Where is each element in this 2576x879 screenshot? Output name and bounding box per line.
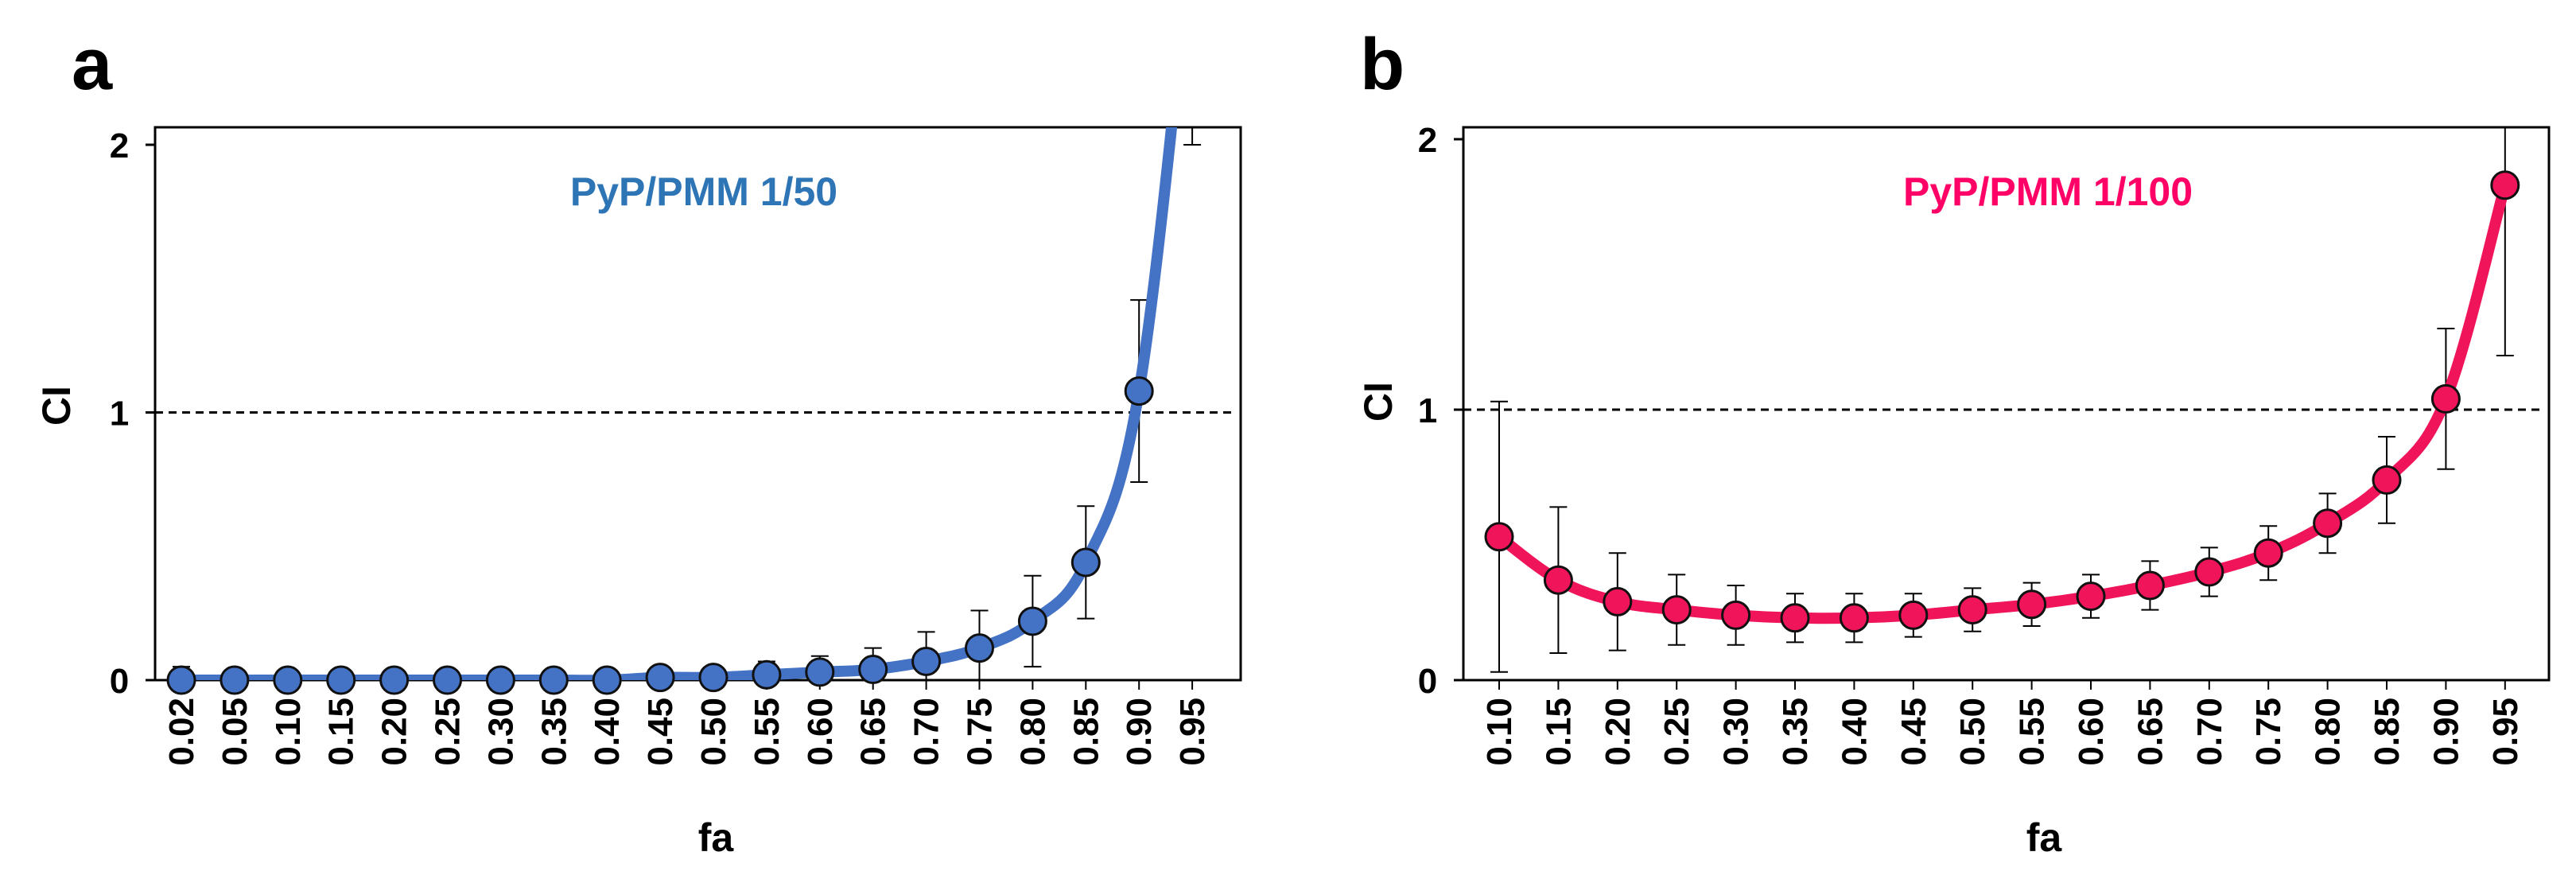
data-point-a xyxy=(485,665,515,695)
x-tick-label-a: 0.70 xyxy=(907,698,946,766)
x-axis-label-a: fa xyxy=(698,815,735,860)
data-point-a xyxy=(379,665,410,695)
data-point-a xyxy=(645,663,675,693)
x-tick-label-b: 0.15 xyxy=(1539,698,1578,766)
x-tick-label-b: 0.95 xyxy=(2486,698,2525,766)
data-point-a xyxy=(166,665,196,695)
data-point-a xyxy=(911,646,942,676)
y-tick-label-a: 1 xyxy=(110,395,129,434)
x-tick-label-a: 0.95 xyxy=(1173,698,1212,766)
x-tick-label-a: 0.02 xyxy=(162,698,201,766)
panel-letter-b: b xyxy=(1360,24,1405,105)
series-line-b xyxy=(1494,179,2511,624)
x-tick-label-a: 0.35 xyxy=(534,698,573,766)
x-tick-label-b: 0.25 xyxy=(1657,698,1696,766)
x-tick-label-b: 0.75 xyxy=(2249,698,2288,766)
data-point-a xyxy=(592,665,622,695)
x-tick-label-b: 0.80 xyxy=(2309,698,2348,766)
x-tick-label-b: 0.90 xyxy=(2426,698,2465,766)
data-point-a xyxy=(805,657,835,687)
x-tick-label-b: 0.85 xyxy=(2368,698,2407,766)
data-point-b xyxy=(1721,600,1751,630)
x-tick-label-a: 0.25 xyxy=(429,698,468,766)
data-point-b xyxy=(2194,557,2224,587)
data-point-a xyxy=(220,665,250,695)
data-point-a xyxy=(858,655,888,685)
panel-letter-a: a xyxy=(72,24,113,105)
y-axis-label-b: CI xyxy=(1356,382,1401,422)
y-tick-label-b: 0 xyxy=(1418,662,1437,701)
x-tick-label-b: 0.65 xyxy=(2131,698,2170,766)
x-tick-label-a: 0.30 xyxy=(481,698,520,766)
x-tick-label-a: 0.85 xyxy=(1067,698,1105,766)
x-tick-label-b: 0.60 xyxy=(2072,698,2111,766)
x-tick-label-a: 0.40 xyxy=(588,698,627,766)
x-tick-label-a: 0.15 xyxy=(322,698,361,766)
data-point-b xyxy=(1957,595,1987,625)
x-tick-label-b: 0.20 xyxy=(1599,698,1638,766)
data-point-b xyxy=(1839,603,1869,633)
x-tick-label-b: 0.70 xyxy=(2190,698,2229,766)
data-point-a xyxy=(1017,606,1047,636)
x-tick-label-b: 0.55 xyxy=(2013,698,2052,766)
chart-title-b: PyP/PMM 1/100 xyxy=(1903,169,2193,214)
chart-marks-a: 0 1 2 0.02 0.05 0.10 0.15 0.20 0.25 0.30 0.35 0.40 0… xyxy=(110,126,1237,766)
data-point-a xyxy=(433,665,462,695)
data-point-b xyxy=(2490,170,2520,200)
data-point-b xyxy=(1780,603,1810,633)
data-point-a xyxy=(326,665,356,695)
data-point-b xyxy=(2313,508,2343,539)
data-point-b xyxy=(2430,383,2461,414)
data-point-b xyxy=(2135,570,2165,601)
x-tick-label-b: 0.40 xyxy=(1835,698,1874,766)
data-point-b xyxy=(1484,522,1514,552)
error-bars-b xyxy=(1490,127,2514,673)
data-point-a xyxy=(698,663,729,693)
x-tick-label-a: 0.10 xyxy=(269,698,308,766)
y-tick-label-b: 2 xyxy=(1418,121,1437,160)
x-tick-label-a: 0.45 xyxy=(641,698,680,766)
data-point-a xyxy=(965,633,994,663)
data-point-a xyxy=(1124,376,1154,406)
y-axis-label-a: CI xyxy=(34,386,79,426)
x-tick-label-b: 0.10 xyxy=(1480,698,1519,766)
x-tick-label-b: 0.45 xyxy=(1894,698,1933,766)
x-tick-label-a: 0.75 xyxy=(961,698,1000,766)
x-tick-label-b: 0.50 xyxy=(1953,698,1992,766)
data-point-b xyxy=(1661,595,1692,625)
chart-marks-b: 0 1 2 0.10 0.15 0.20 0.25 0.30 0.35 0.40 0.45 0.50 0… xyxy=(1418,121,2545,766)
x-tick-label-b: 0.35 xyxy=(1776,698,1815,766)
data-point-b xyxy=(1543,565,1573,595)
data-point-a xyxy=(1070,547,1101,578)
series-line-a xyxy=(176,127,1178,680)
x-tick-label-a: 0.05 xyxy=(216,698,254,766)
data-point-b xyxy=(2076,581,2106,612)
x-tick-label-a: 0.60 xyxy=(801,698,840,766)
error-bars-a xyxy=(173,127,1202,680)
data-point-a xyxy=(752,659,782,690)
x-tick-label-a: 0.20 xyxy=(375,698,414,766)
x-tick-label-a: 0.65 xyxy=(854,698,893,766)
x-tick-label-b: 0.30 xyxy=(1717,698,1756,766)
data-point-a xyxy=(273,665,303,695)
chart-title-a: PyP/PMM 1/50 xyxy=(570,169,837,214)
x-tick-label-a: 0.50 xyxy=(694,698,733,766)
data-point-a xyxy=(538,665,569,695)
data-point-b xyxy=(1603,586,1633,616)
y-tick-label-a: 0 xyxy=(110,662,129,701)
data-point-b xyxy=(1898,600,1929,630)
x-axis-label-b: fa xyxy=(2026,815,2063,860)
y-tick-label-b: 1 xyxy=(1418,391,1437,430)
panel-a: a PyP/PMM 1/50 CI fa 0 1 2 0.02 0.05 0.10 0.15… xyxy=(34,24,1242,860)
panel-b: b PyP/PMM 1/100 CI fa 0 1 2 0.10 0.15 0.20 0.2… xyxy=(1356,24,2551,860)
x-tick-label-a: 0.80 xyxy=(1013,698,1052,766)
x-tick-label-a: 0.90 xyxy=(1120,698,1159,766)
data-point-b xyxy=(2372,465,2402,495)
y-tick-label-a: 2 xyxy=(110,126,129,165)
x-tick-label-a: 0.55 xyxy=(748,698,787,766)
plot-area-b xyxy=(1462,126,2551,682)
data-point-b xyxy=(2253,538,2283,568)
data-point-b xyxy=(2017,589,2047,620)
